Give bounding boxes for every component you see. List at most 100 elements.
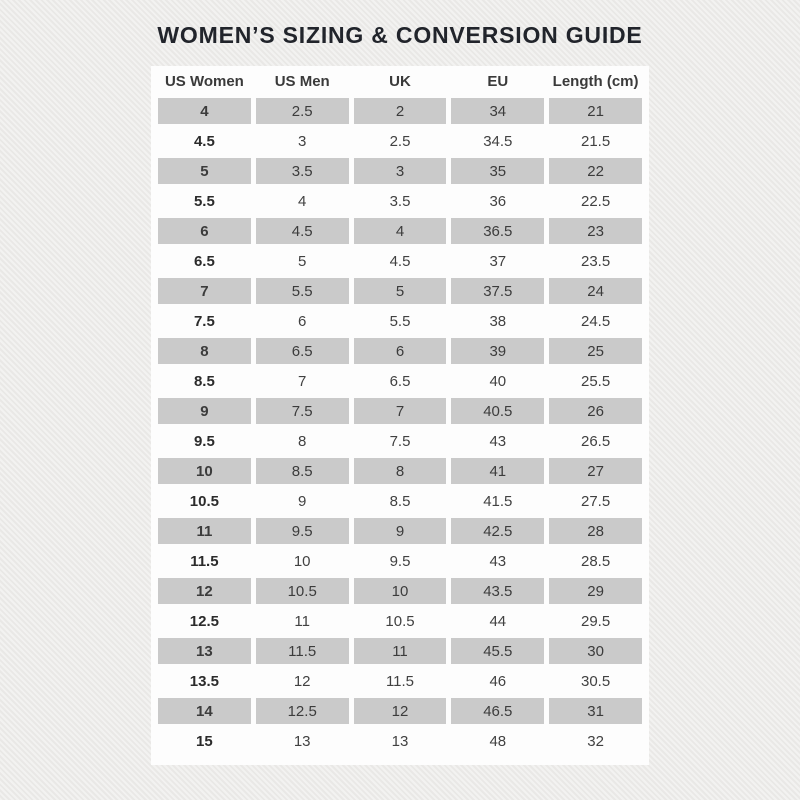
table-cell: 12 [293, 672, 311, 690]
header-cell-us-women: US Women [164, 72, 244, 90]
table-cell: 7 [353, 398, 447, 424]
table-cell: 11 [294, 612, 310, 630]
table-cell: 24 [549, 278, 642, 304]
table-cell: 12.5 [189, 612, 219, 630]
table-cell: 28 [549, 518, 642, 544]
table-cell: 44 [489, 612, 507, 630]
table-cell: 37 [489, 252, 507, 270]
table-cell: 27.5 [580, 492, 611, 510]
table-cell: 5 [158, 158, 251, 184]
table-cell: 8.5 [255, 458, 349, 484]
table-cell: 3.5 [255, 158, 349, 184]
table-cell: 36.5 [451, 218, 545, 244]
table-cell: 2.5 [255, 98, 349, 124]
table-cell: 4.5 [255, 218, 349, 244]
table-cell: 9.5 [193, 432, 215, 450]
table-cell: 4.5 [389, 252, 411, 270]
table-cell: 5.5 [255, 278, 349, 304]
table-cell: 9 [158, 398, 251, 424]
table-cell: 46 [489, 672, 507, 690]
table-row: 8 6.5 6 39 25 [158, 336, 642, 366]
table-cell: 23.5 [580, 252, 611, 270]
table-cell: 11 [158, 518, 251, 544]
table-cell: 12.5 [255, 698, 349, 724]
table-cell: 7.5 [193, 312, 215, 330]
table-cell: 4 [158, 98, 251, 124]
table-cell: 35 [451, 158, 545, 184]
table-row: 4.5 3 2.5 34.5 21.5 [158, 126, 642, 156]
table-cell: 28.5 [580, 552, 611, 570]
table-cell: 40 [489, 372, 507, 390]
table-body: 4 2.5 2 34 21 4.5 3 2.5 34.5 21.5 5 3.5 3 35 22 5.5 4 3.5… [158, 96, 642, 756]
table-cell: 11.5 [190, 552, 219, 570]
table-cell: 21.5 [580, 132, 611, 150]
table-cell: 23 [549, 218, 642, 244]
table-row: 13 11.5 11 45.5 30 [158, 636, 642, 666]
table-cell: 3 [298, 132, 307, 150]
table-cell: 6 [353, 338, 447, 364]
table-cell: 10.5 [189, 492, 219, 510]
table-cell: 39 [451, 338, 545, 364]
table-row: 6.5 5 4.5 37 23.5 [158, 246, 642, 276]
table-cell: 22.5 [580, 192, 611, 210]
table-cell: 2 [353, 98, 447, 124]
table-cell: 6.5 [193, 252, 215, 270]
table-row: 8.5 7 6.5 40 25.5 [158, 366, 642, 396]
table-row: 5.5 4 3.5 36 22.5 [158, 186, 642, 216]
table-cell: 13 [293, 732, 311, 750]
table-cell: 37.5 [451, 278, 545, 304]
table-cell: 6 [298, 312, 307, 330]
table-cell: 38 [489, 312, 507, 330]
table-cell: 10.5 [255, 578, 349, 604]
table-cell: 11 [353, 638, 447, 664]
table-cell: 3 [353, 158, 447, 184]
table-cell: 5.5 [193, 192, 215, 210]
header-cell-length-cm: Length (cm) [552, 72, 639, 90]
table-cell: 27 [549, 458, 642, 484]
table-cell: 7.5 [255, 398, 349, 424]
table-cell: 7.5 [389, 432, 411, 450]
table-row: 13.5 12 11.5 46 30.5 [158, 666, 642, 696]
table-cell: 14 [158, 698, 251, 724]
table-cell: 6 [158, 218, 251, 244]
table-cell: 40.5 [451, 398, 545, 424]
table-cell: 26 [549, 398, 642, 424]
table-cell: 25.5 [580, 372, 611, 390]
header-cell-us-men: US Men [274, 72, 330, 90]
table-cell: 10 [293, 552, 311, 570]
table-cell: 7 [158, 278, 251, 304]
header-cell-uk: UK [389, 72, 411, 90]
table-cell: 24.5 [580, 312, 611, 330]
table-cell: 8 [158, 338, 251, 364]
table-cell: 21 [549, 98, 642, 124]
table-cell: 10 [353, 578, 447, 604]
table-cell: 26.5 [580, 432, 611, 450]
table-cell: 7 [298, 372, 307, 390]
table-row: 11.5 10 9.5 43 28.5 [158, 546, 642, 576]
table-cell: 9 [353, 518, 447, 544]
table-cell: 8 [353, 458, 447, 484]
table-cell: 34.5 [483, 132, 513, 150]
table-cell: 11.5 [255, 638, 349, 664]
table-cell: 22 [549, 158, 642, 184]
table-row: 10 8.5 8 41 27 [158, 456, 642, 486]
table-cell: 42.5 [451, 518, 545, 544]
table-cell: 5 [353, 278, 447, 304]
table-cell: 5 [298, 252, 307, 270]
header-cell-eu: EU [487, 72, 509, 90]
table-row: 14 12.5 12 46.5 31 [158, 696, 642, 726]
table-row: 5 3.5 3 35 22 [158, 156, 642, 186]
table-cell: 4.5 [193, 132, 215, 150]
table-cell: 10.5 [385, 612, 415, 630]
table-row: 12 10.5 10 43.5 29 [158, 576, 642, 606]
table-row: 11 9.5 9 42.5 28 [158, 516, 642, 546]
table-cell: 9 [298, 492, 307, 510]
table-cell: 12 [158, 578, 251, 604]
table-cell: 8 [298, 432, 307, 450]
table-row: 15 13 13 48 32 [158, 726, 642, 756]
table-cell: 43 [489, 432, 507, 450]
table-cell: 29.5 [580, 612, 611, 630]
sizing-table-panel: US Women US Men UK EU Length (cm) 4 2.5 2 3… [151, 66, 649, 765]
table-cell: 2.5 [389, 132, 411, 150]
